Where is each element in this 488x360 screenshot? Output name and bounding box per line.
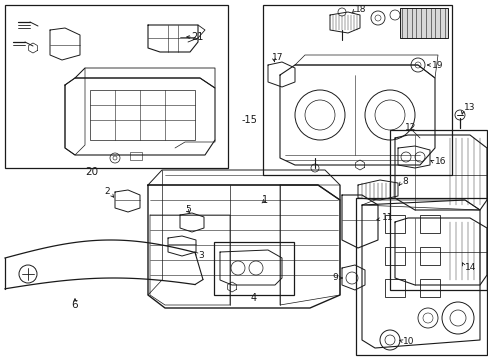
Text: 18: 18	[354, 5, 366, 14]
Bar	[384, 279, 404, 297]
Text: -7: -7	[487, 269, 488, 279]
Bar	[419, 247, 439, 265]
Text: 17: 17	[271, 53, 283, 62]
Text: 12: 12	[404, 123, 415, 132]
Text: 10: 10	[402, 338, 414, 346]
Text: 19: 19	[431, 60, 443, 69]
Text: 9: 9	[331, 274, 337, 283]
Bar	[384, 215, 404, 233]
Text: -15: -15	[241, 115, 257, 125]
Text: 14: 14	[464, 264, 475, 273]
Bar	[5, 5, 227, 168]
Bar	[384, 247, 404, 265]
Text: 11: 11	[381, 213, 393, 222]
Bar	[389, 130, 486, 290]
Bar	[419, 279, 439, 297]
Text: 13: 13	[463, 104, 474, 112]
Text: 3: 3	[198, 251, 203, 260]
Text: 21: 21	[190, 32, 203, 42]
Bar	[355, 198, 486, 355]
Text: 6: 6	[72, 300, 78, 310]
Bar	[399, 8, 447, 38]
Text: 5: 5	[184, 206, 190, 215]
Bar	[419, 215, 439, 233]
Text: 8: 8	[401, 177, 407, 186]
Bar	[214, 242, 293, 295]
Bar	[130, 152, 142, 160]
Text: 16: 16	[434, 158, 446, 166]
Text: 4: 4	[250, 293, 257, 303]
Text: 20: 20	[85, 167, 99, 177]
Text: 2: 2	[104, 188, 110, 197]
Text: 1: 1	[262, 195, 267, 205]
Bar	[90, 90, 195, 140]
Bar	[263, 5, 451, 175]
